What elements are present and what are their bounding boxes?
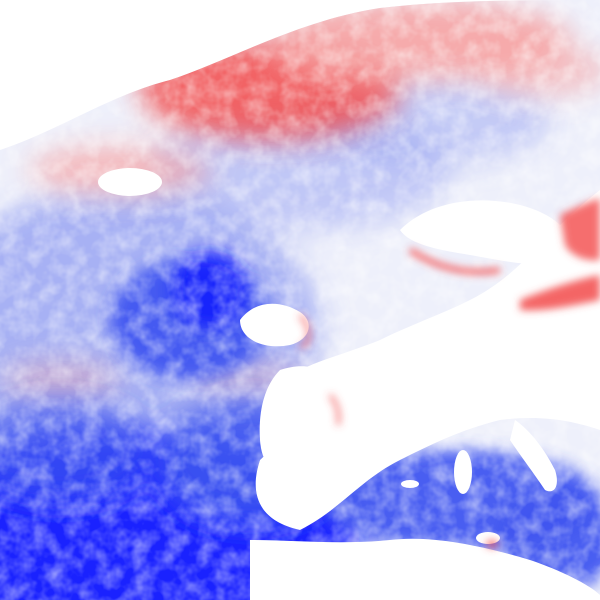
land-italy — [510, 420, 557, 492]
land-iberia — [259, 366, 346, 474]
land-british-isles — [240, 303, 309, 347]
land-polar-north — [0, 0, 200, 140]
land-iceland — [98, 168, 162, 196]
land-island-corsica-sardinia — [454, 450, 472, 494]
irish-coast-warm — [298, 313, 311, 349]
sicily-coast-warm — [486, 540, 498, 548]
land-north-africa — [250, 538, 600, 600]
north-sea-mixed-anomaly — [408, 247, 501, 275]
baltic-warm-anomaly — [520, 275, 600, 311]
coastal-warm-fringe — [298, 198, 600, 548]
land-continental-europe — [330, 302, 600, 450]
biscay-coast-warm — [328, 393, 341, 426]
land-island-balearic — [401, 480, 419, 488]
baltic-warm-north — [560, 198, 600, 261]
land-scandinavia — [400, 200, 573, 265]
